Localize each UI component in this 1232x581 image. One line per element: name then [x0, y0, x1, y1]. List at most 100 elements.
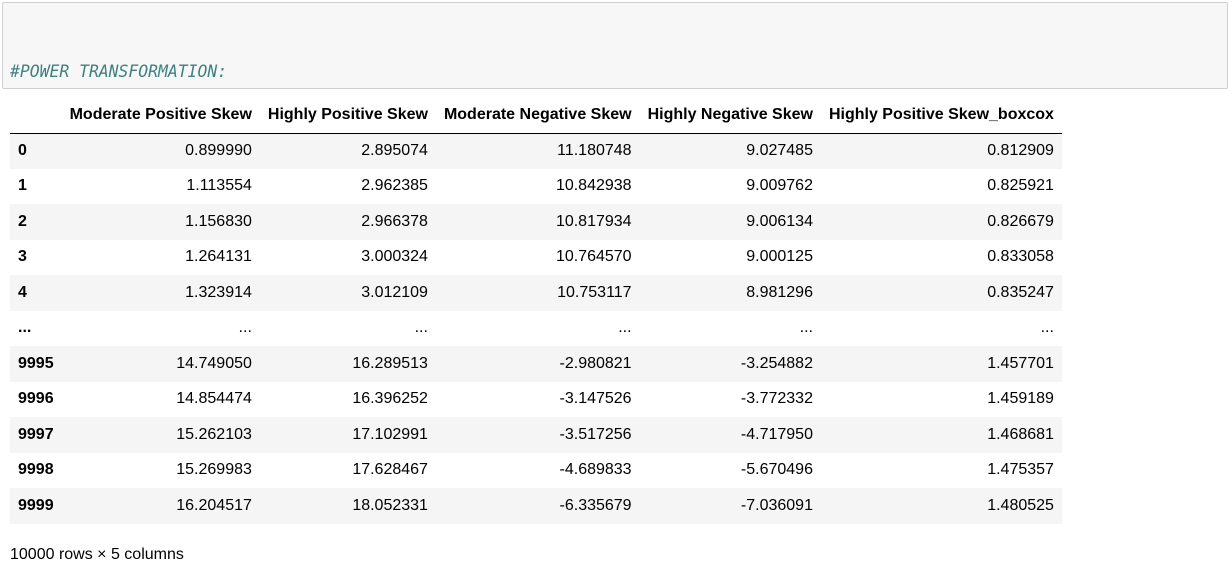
- table-row: ..................: [10, 310, 1062, 346]
- table-cell: 16.204517: [176, 496, 252, 514]
- table-cell: 2.962385: [361, 177, 428, 195]
- code-string: "Highly Positive Skew_boxcox": [39, 134, 326, 153]
- table-cell: 1.156830: [185, 212, 252, 230]
- table-cell: -3.517256: [559, 425, 632, 443]
- row-index: 9996: [18, 390, 54, 408]
- row-index: 0: [18, 142, 27, 159]
- table-cell: ...: [238, 319, 252, 337]
- table-cell: -4.689833: [559, 461, 632, 479]
- column-header: Moderate Negative Skew: [435, 98, 640, 134]
- table-row: 4 1.323914 3.012109 10.753117 8.981296 0.8352…: [10, 275, 1062, 311]
- table-cell: 3.012109: [361, 283, 428, 301]
- table-cell: -4.717950: [740, 425, 813, 443]
- table-cell: 15.262103: [176, 425, 252, 443]
- table-row: 2 1.156830 2.966378 10.817934 9.006134 0.8266…: [10, 204, 1062, 240]
- table-cell: 9.006134: [746, 212, 813, 230]
- row-index: 9997: [18, 425, 54, 443]
- dataframe-dimensions: 10000 rows × 5 columns: [10, 545, 184, 563]
- column-header: Highly Negative Skew: [639, 98, 821, 134]
- table-row: 0 0.899990 2.895074 11.180748 9.027485 0.8129…: [10, 133, 1062, 169]
- row-index: 9995: [18, 354, 54, 372]
- row-index: 2: [18, 212, 27, 230]
- table-cell: 9.027485: [746, 142, 813, 159]
- row-index: 9998: [18, 461, 54, 479]
- code-string: "Highly Positive Skew": [621, 134, 839, 153]
- table-header-row: Moderate Positive Skew Highly Positive Sk…: [10, 98, 1062, 134]
- table-row: 9999 16.204517 18.052331 -6.335679 -7.036091…: [10, 488, 1062, 524]
- index-header: [10, 98, 62, 134]
- column-header: Highly Positive Skew_boxcox: [820, 98, 1062, 134]
- code-token: df[: [10, 134, 40, 153]
- code-token: df: [10, 206, 30, 225]
- table-cell: 14.854474: [176, 390, 252, 408]
- table-cell: 1.323914: [185, 283, 252, 301]
- table-cell: 17.102991: [352, 425, 428, 443]
- code-operator: =: [454, 134, 464, 153]
- code-token: ]): [838, 134, 859, 153]
- table-row: 1 1.113554 2.962385 10.842938 9.009762 0.8259…: [10, 168, 1062, 204]
- table-cell: ...: [799, 319, 813, 337]
- table-cell: 1.113554: [186, 177, 252, 195]
- table-cell: 2.966378: [361, 212, 428, 230]
- table-cell: 1.480525: [987, 496, 1054, 514]
- cell-output: Moderate Positive Skew Highly Positive Sk…: [10, 98, 1062, 564]
- row-index: 1: [18, 177, 27, 195]
- row-index: ...: [18, 319, 32, 337]
- row-index: 9999: [18, 496, 54, 514]
- table-row: 9996 14.854474 16.396252 -3.147526 -3.772332…: [10, 381, 1062, 417]
- table-cell: 10.764570: [555, 248, 632, 266]
- row-index: 4: [18, 283, 27, 301]
- table-cell: 16.289513: [352, 354, 428, 372]
- code-line-comment: #POWER TRANSFORMATION:: [10, 60, 1227, 84]
- table-row: 9995 14.749050 16.289513 -2.980821 -3.254882…: [10, 346, 1062, 382]
- table-cell: 0.833058: [987, 248, 1054, 266]
- code-comment: #POWER TRANSFORMATION:: [10, 62, 228, 81]
- column-header: Moderate Positive Skew: [61, 98, 260, 134]
- table-cell: 10.842938: [555, 177, 632, 195]
- table-cell: 0.835247: [987, 283, 1054, 301]
- table-cell: -3.254882: [740, 354, 813, 372]
- table-cell: 9.009762: [746, 177, 813, 195]
- table-cell: 15.269983: [176, 461, 252, 479]
- table-cell: 10.753117: [557, 283, 632, 301]
- table-row: 9998 15.269983 17.628467 -4.689833 -5.670496…: [10, 452, 1062, 488]
- table-cell: 0.825921: [987, 177, 1054, 195]
- table-cell: 1.468681: [987, 425, 1054, 443]
- table-cell: 3.000324: [361, 248, 428, 266]
- table-cell: -7.036091: [740, 496, 813, 514]
- table-cell: 17.628467: [352, 461, 428, 479]
- table-cell: -3.772332: [740, 390, 813, 408]
- table-cell: 1.264131: [185, 248, 252, 266]
- table-cell: 1.475357: [987, 461, 1054, 479]
- table-cell: 0.899990: [185, 142, 252, 159]
- table-cell: -3.147526: [559, 390, 632, 408]
- table-cell: ...: [414, 319, 428, 337]
- table-cell: 1.459189: [987, 390, 1054, 408]
- table-body: 0 0.899990 2.895074 11.180748 9.027485 0.8129…: [10, 133, 1062, 524]
- code-token: stats.boxcox(df[: [463, 134, 622, 153]
- column-header: Highly Positive Skew: [259, 98, 436, 134]
- table-cell: 11.180748: [557, 142, 632, 159]
- table-row: 9997 15.262103 17.102991 -3.517256 -4.717950…: [10, 417, 1062, 453]
- row-index: 3: [18, 248, 27, 266]
- code-line-df: df: [10, 204, 1227, 228]
- table-cell: ...: [1040, 319, 1054, 337]
- table-cell: 14.749050: [176, 354, 252, 372]
- table-header: Moderate Positive Skew Highly Positive Sk…: [10, 98, 1062, 134]
- code-cell-input[interactable]: #POWER TRANSFORMATION: df["Highly Positi…: [2, 2, 1228, 225]
- table-cell: -5.670496: [740, 461, 813, 479]
- table-cell: ...: [618, 319, 632, 337]
- table-row: 3 1.264131 3.000324 10.764570 9.000125 0.8330…: [10, 239, 1062, 275]
- table-cell: -6.335679: [559, 496, 632, 514]
- code-token: ], parameters: [325, 134, 455, 153]
- table-cell: 0.812909: [987, 142, 1054, 159]
- table-cell: -2.980821: [559, 354, 632, 372]
- table-cell: 18.052331: [352, 496, 428, 514]
- table-cell: 0.826679: [987, 212, 1054, 230]
- code-line-boxcox: df["Highly Positive Skew_boxcox"], param…: [10, 132, 1227, 156]
- table-cell: 9.000125: [746, 248, 813, 266]
- table-cell: 2.895074: [361, 142, 428, 159]
- table-cell: 8.981296: [746, 283, 813, 301]
- table-cell: 10.817934: [555, 212, 632, 230]
- dataframe-table: Moderate Positive Skew Highly Positive Sk…: [10, 98, 1062, 524]
